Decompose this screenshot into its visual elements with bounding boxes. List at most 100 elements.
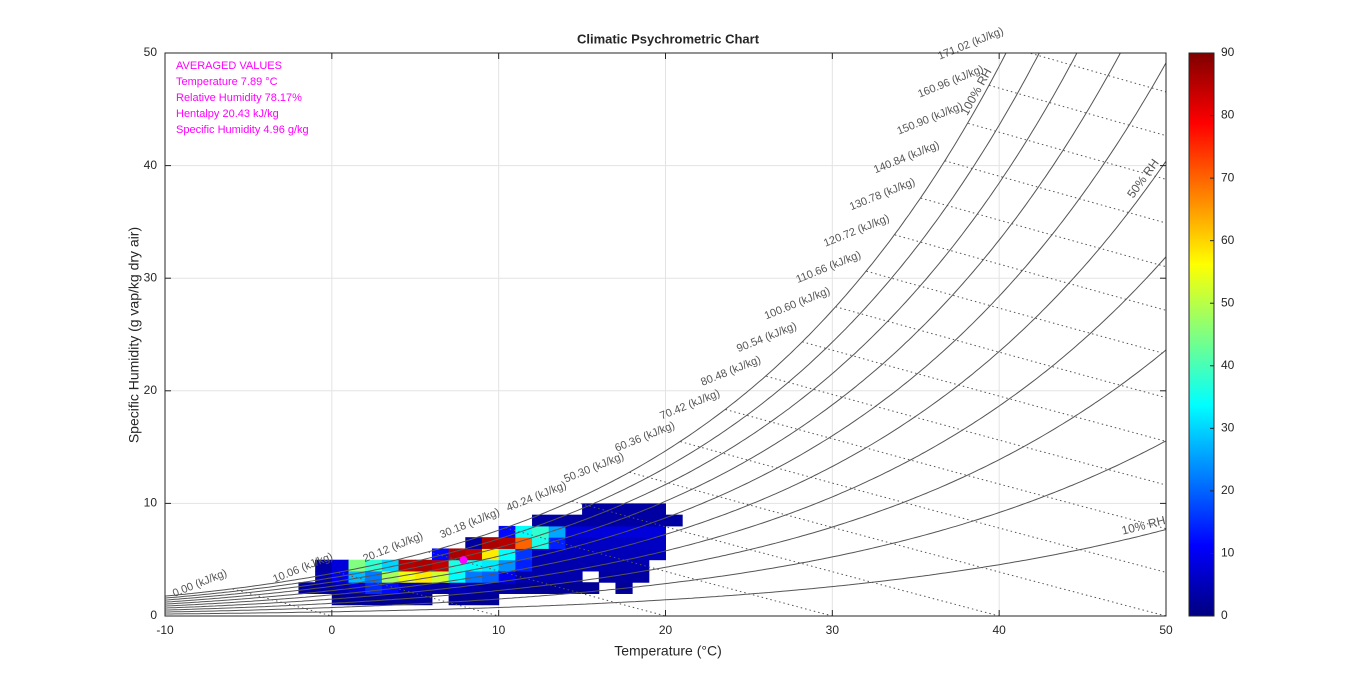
heatmap-cell xyxy=(481,537,500,549)
average-item: Temperature 7.89 °C xyxy=(176,76,278,88)
heatmap-cell xyxy=(532,582,550,594)
heatmap-cell xyxy=(498,537,516,549)
heatmap-cell xyxy=(365,570,383,583)
x-tick-label: 0 xyxy=(328,623,335,637)
heatmap-cell xyxy=(465,593,483,606)
heatmap-cell xyxy=(632,559,650,572)
heatmap-cell xyxy=(648,537,666,549)
heatmap-cell xyxy=(648,503,666,516)
heatmap-cell xyxy=(532,570,550,583)
heatmap-cell xyxy=(381,582,400,594)
heatmap-cell xyxy=(331,593,350,606)
y-tick-label: 20 xyxy=(144,383,158,397)
heatmap-cell xyxy=(431,559,450,572)
heatmap-cell xyxy=(615,570,633,583)
colorbar xyxy=(1188,52,1215,617)
heatmap-cell xyxy=(582,582,600,594)
heatmap-cell xyxy=(598,503,616,516)
heatmap-cell xyxy=(582,559,600,572)
heatmap-cell xyxy=(632,537,650,549)
heatmap-cell xyxy=(582,514,600,527)
y-axis-label: Specific Humidity (g vap/kg dry air) xyxy=(126,227,142,443)
colorbar-tick-label: 30 xyxy=(1221,421,1235,435)
heatmap-cell xyxy=(632,525,650,538)
average-point xyxy=(459,556,468,565)
average-item: Specific Humidity 4.96 g/kg xyxy=(176,124,309,136)
x-tick-label: 30 xyxy=(826,623,840,637)
heatmap-cell xyxy=(431,570,450,583)
heatmap-cell xyxy=(381,570,400,583)
heatmap-cell xyxy=(348,570,366,583)
heatmap-cell xyxy=(532,525,550,538)
colorbar-tick-label: 10 xyxy=(1221,546,1235,560)
heatmap-cell xyxy=(465,582,483,594)
heatmap-cell xyxy=(632,548,650,561)
heatmap-cell xyxy=(481,559,500,572)
rh-curve xyxy=(165,160,1166,607)
heatmap-cell xyxy=(548,559,566,572)
heatmap-cell xyxy=(465,537,483,549)
colorbar-tick-label: 80 xyxy=(1221,108,1235,122)
heatmap-cell xyxy=(398,559,416,572)
heatmap-cell xyxy=(381,559,400,572)
heatmap-cell xyxy=(565,570,583,583)
heatmap-cell xyxy=(398,593,416,606)
average-item: Hentalpy 20.43 kJ/kg xyxy=(176,108,279,120)
heatmap-cell xyxy=(315,570,333,583)
heatmap-cell xyxy=(398,582,416,594)
heatmap-cell xyxy=(615,548,633,561)
heatmap-cell xyxy=(665,514,683,527)
x-tick-label: 50 xyxy=(1159,623,1173,637)
heatmap-cell xyxy=(498,559,516,572)
heatmap-cell xyxy=(415,593,433,606)
heatmap-cell xyxy=(448,593,466,606)
heatmap-cell xyxy=(632,514,650,527)
rh-curve xyxy=(165,349,1166,611)
enthalpy-line xyxy=(894,234,1166,311)
average-title: AVERAGED VALUES xyxy=(176,60,282,72)
heatmap-cell xyxy=(598,559,616,572)
heatmap-cell xyxy=(431,582,450,594)
enthalpy-line xyxy=(725,409,1166,530)
heatmap-cell xyxy=(648,548,666,561)
enthalpy-line xyxy=(680,441,1166,573)
heatmap-cell xyxy=(532,514,550,527)
y-tick-label: 10 xyxy=(144,496,158,510)
enthalpy-line xyxy=(571,500,1000,616)
rh-curve xyxy=(165,440,1166,613)
heatmap-cell xyxy=(481,582,500,594)
heatmap-cell xyxy=(448,570,466,583)
heatmap-cell xyxy=(481,548,500,561)
heatmap-cell xyxy=(565,537,583,549)
x-tick-label: 10 xyxy=(492,623,506,637)
heatmap-cell xyxy=(415,570,433,583)
heatmap-cell xyxy=(598,514,616,527)
plot-content xyxy=(165,53,1166,616)
heatmap-cell xyxy=(298,582,316,594)
enthalpy-line xyxy=(232,588,332,616)
heatmap-cell xyxy=(615,537,633,549)
y-tick-label: 50 xyxy=(144,45,158,59)
colorbar-tick-label: 20 xyxy=(1221,483,1235,497)
enthalpy-line xyxy=(428,551,666,616)
heatmap-cell xyxy=(582,537,600,549)
heatmap-cell xyxy=(598,548,616,561)
heatmap-cell xyxy=(598,537,616,549)
y-tick-label: 40 xyxy=(144,158,158,172)
heatmap-cell xyxy=(315,559,333,572)
heatmap-cell xyxy=(565,582,583,594)
heatmap-cell xyxy=(532,537,550,549)
heatmap-cell xyxy=(548,570,566,583)
heatmap-cell xyxy=(481,570,500,583)
heatmap-cell xyxy=(498,525,516,538)
heatmap-cell xyxy=(565,548,583,561)
heatmap-cell xyxy=(498,582,516,594)
heatmap-cell xyxy=(331,559,350,572)
colorbar-tick-label: 40 xyxy=(1221,358,1235,372)
enthalpy-line xyxy=(338,572,499,616)
heatmap-cell xyxy=(365,593,383,606)
heatmap-cell xyxy=(315,582,333,594)
heatmap-cell xyxy=(548,514,566,527)
heatmap-cell xyxy=(548,537,566,549)
